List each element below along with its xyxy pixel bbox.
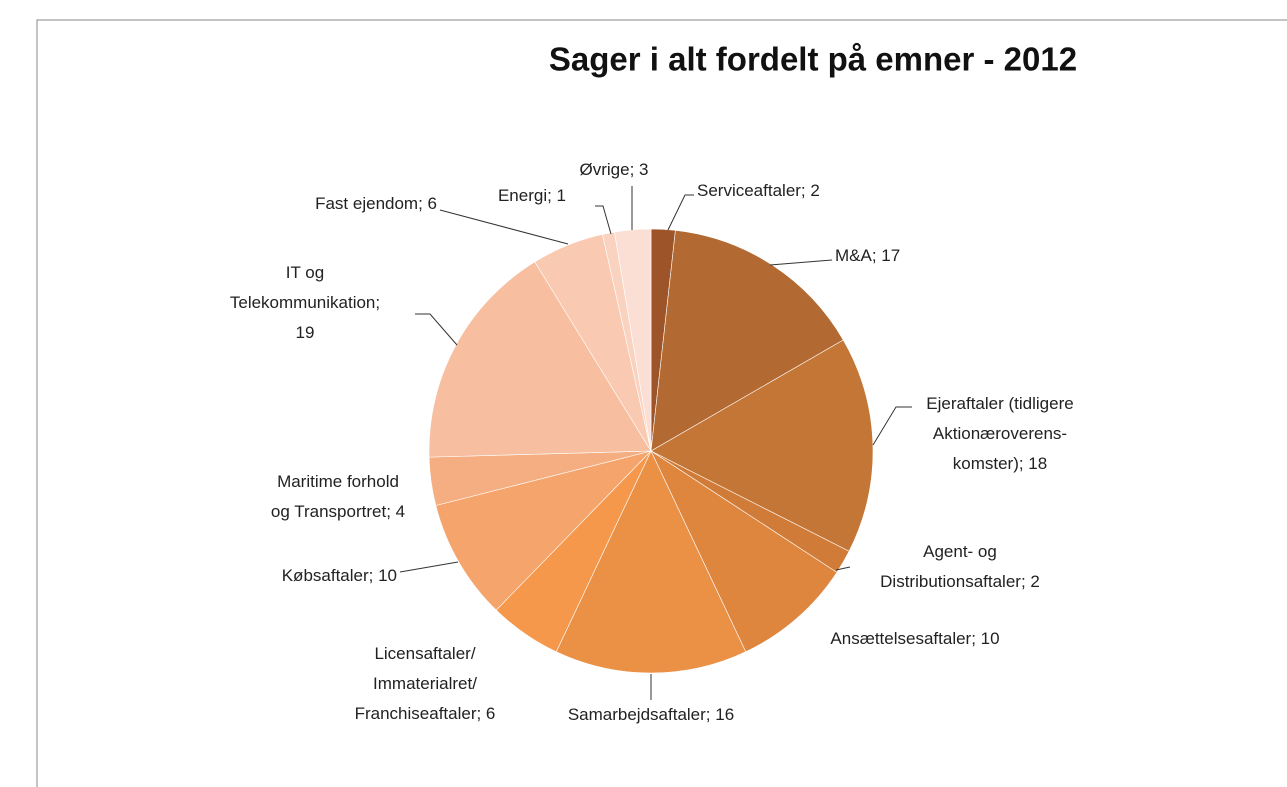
data-label: Øvrige; 3 bbox=[580, 160, 649, 179]
data-label: Maritime forhold og Transportret; 4 bbox=[271, 472, 405, 521]
data-label: Samarbejdsaftaler; 16 bbox=[568, 705, 734, 724]
leader-line bbox=[595, 205, 612, 235]
data-label: IT og Telekommunikation; 19 bbox=[230, 263, 380, 342]
pie-slice bbox=[428, 261, 652, 458]
data-label: M&A; 17 bbox=[835, 246, 900, 265]
leader-line bbox=[769, 259, 833, 266]
data-label: Serviceaftaler; 2 bbox=[697, 181, 820, 200]
data-label: Købsaftaler; 10 bbox=[282, 566, 397, 585]
data-label: Ejeraftaler (tidligere Aktionæroverens-ko… bbox=[926, 394, 1073, 473]
pie-slice bbox=[555, 450, 747, 674]
leader-line bbox=[399, 561, 459, 573]
leader-line bbox=[415, 313, 458, 346]
data-label: Licensaftaler/Immaterialret/Franchiseaft… bbox=[355, 644, 496, 723]
data-label: Energi; 1 bbox=[498, 186, 566, 205]
pie-slice bbox=[650, 450, 838, 653]
leader-line bbox=[835, 566, 851, 571]
leader-line bbox=[439, 209, 569, 245]
data-label: Fast ejendom; 6 bbox=[315, 194, 437, 213]
leader-line bbox=[667, 194, 694, 231]
chart-title: Sager i alt fordelt på emner - 2012 bbox=[549, 41, 1077, 78]
leader-line bbox=[872, 406, 912, 446]
pie-slice bbox=[614, 228, 652, 452]
data-label: Agent- og Distributionsaftaler; 2 bbox=[880, 542, 1040, 591]
data-label: Ansættelsesaftaler; 10 bbox=[830, 629, 999, 648]
pie-slice bbox=[435, 450, 652, 611]
